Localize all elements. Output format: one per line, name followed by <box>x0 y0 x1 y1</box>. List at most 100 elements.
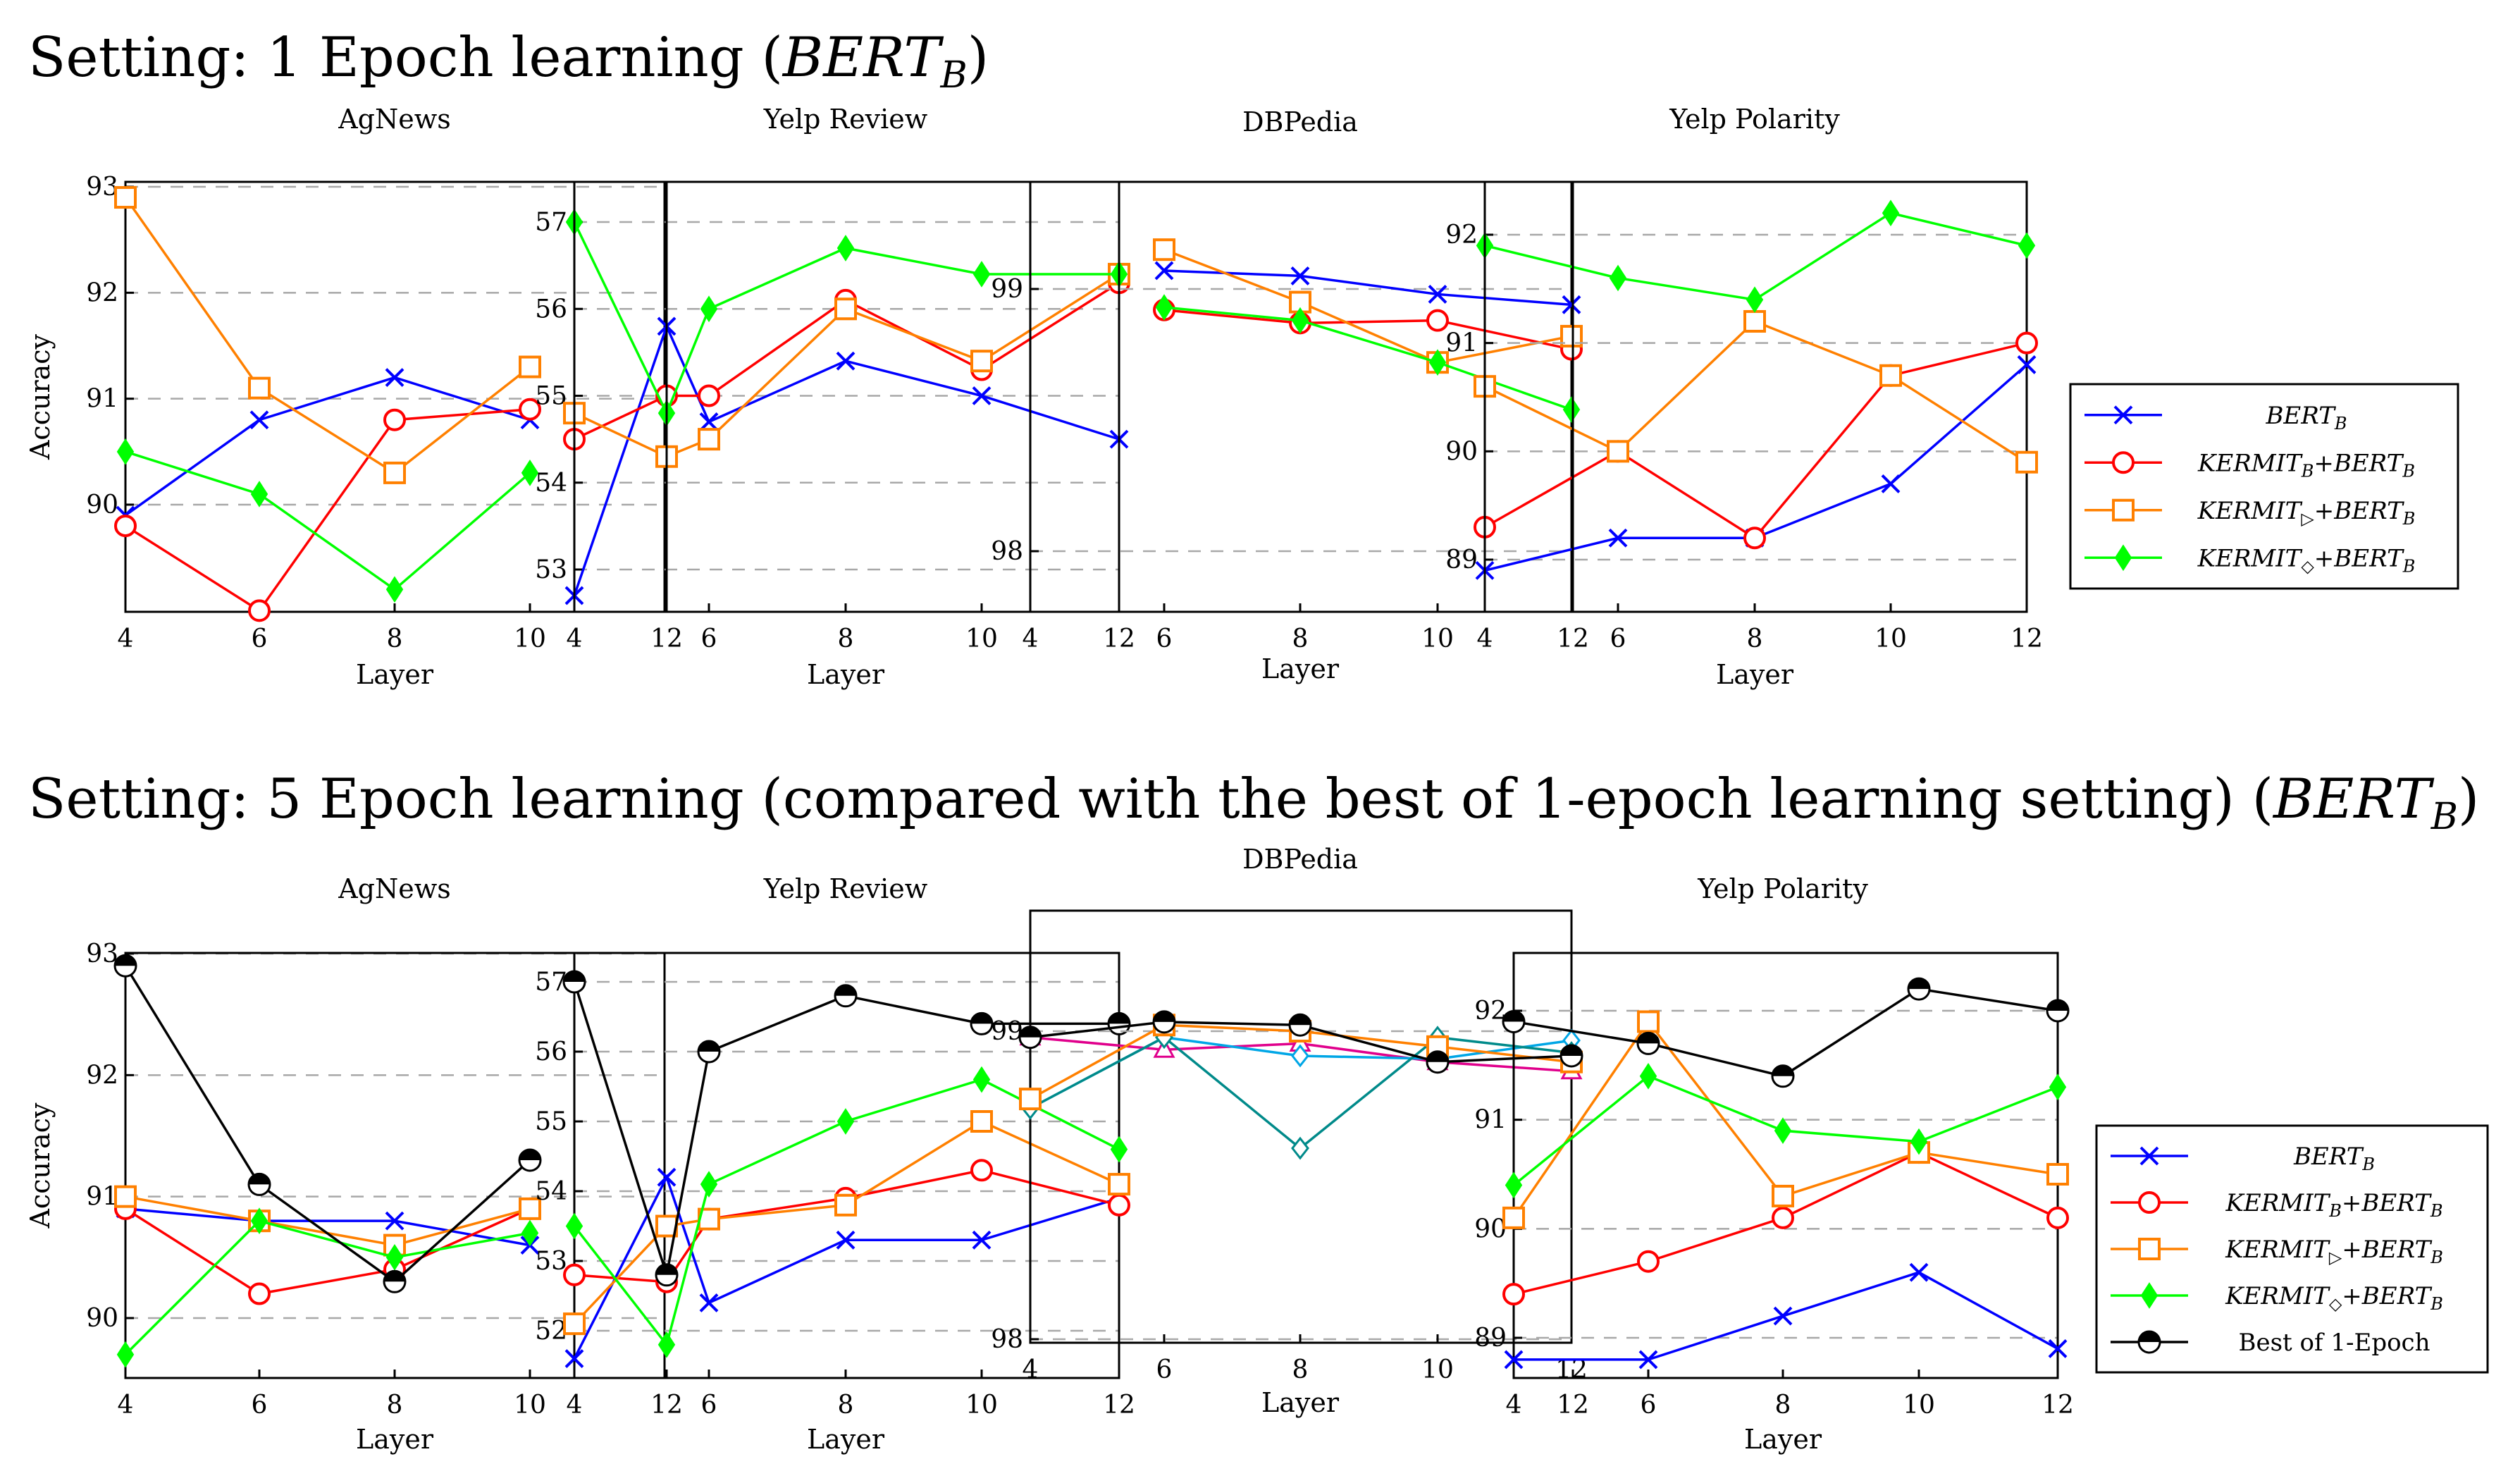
data-point-bert <box>657 1167 677 1187</box>
data-point-kermit <box>698 384 720 407</box>
panel-title: Yelp Review <box>763 104 928 135</box>
data-point-kermit <box>1743 527 1766 550</box>
legend-box <box>2069 383 2459 590</box>
data-point-bert <box>249 410 269 430</box>
data-point-kermit <box>2046 1206 2069 1229</box>
series-best <box>1502 977 2070 1088</box>
legend-entry-kermit_tri: KERMIT▷+BERTB <box>2111 1236 2443 1267</box>
xtick-label: 12 <box>650 1391 683 1420</box>
ytick-label: 99 <box>991 275 1023 304</box>
xtick-label: 4 <box>1477 624 1493 653</box>
xtick-label: 6 <box>701 1391 717 1420</box>
data-point-best <box>834 984 858 1008</box>
legend-label: KERMIT▷+BERTB <box>2225 1236 2443 1267</box>
data-point-kermit <box>970 1159 993 1182</box>
data-point-kermit <box>248 599 271 622</box>
data-point-kermit_tri <box>834 1193 857 1217</box>
data-point-kermit_tri <box>519 1197 541 1220</box>
data-point-kermit_tri <box>1743 309 1766 333</box>
legend-label: Best of 1-Epoch <box>2239 1329 2431 1357</box>
xtick-label: 4 <box>567 1391 583 1420</box>
ytick-label: 98 <box>991 537 1023 566</box>
ytick-label: 92 <box>1474 997 1507 1026</box>
ytick-label: 91 <box>1445 329 1478 358</box>
data-point-kermit_tri <box>2015 450 2038 474</box>
data-point-kermit_dia <box>1609 264 1627 292</box>
ytick-label: 90 <box>86 1304 118 1333</box>
xtick-label: 12 <box>2011 624 2043 653</box>
data-point-kermit_tri <box>383 461 406 484</box>
series-kermit_tri <box>1502 1010 2069 1229</box>
series-bert <box>1154 261 1581 314</box>
panel-title: DBPedia <box>1242 106 1358 137</box>
legend-marker <box>2112 498 2135 522</box>
setting-2: Setting: 5 Epoch learning (compared with… <box>25 768 2489 1455</box>
data-point-kermit_dia <box>1291 307 1309 334</box>
data-point-bert <box>1562 295 1581 314</box>
xtick-label: 6 <box>1156 624 1173 653</box>
series-line-kermit <box>574 281 1120 441</box>
series-line-bert <box>573 1174 1120 1360</box>
ytick-label: 56 <box>535 1038 567 1066</box>
ytick-label: 53 <box>535 1247 567 1276</box>
xtick-label: 8 <box>387 624 403 653</box>
data-point-bert <box>2048 1339 2068 1358</box>
x-axis-label: Layer <box>1744 1424 1822 1455</box>
data-point-kermit <box>1108 1193 1130 1217</box>
panel-yelp-review-1: 53 54 55 56 57 4 12 6 8 10 Yelp Review Layer <box>535 104 1130 690</box>
setting-2-title: Setting: 5 Epoch learning (compared with… <box>28 768 2479 838</box>
series-kermit_tri <box>1153 238 1583 374</box>
data-point-kermit_tri <box>114 186 137 209</box>
y-axis-label: Accuracy <box>25 1102 56 1229</box>
series-kermit_tri <box>114 186 541 484</box>
data-point-kermit_dia <box>1562 396 1581 423</box>
series-kermit_tri <box>1474 309 2038 474</box>
series-line-kermit_dia <box>1163 306 1572 411</box>
data-point-kermit_tri <box>834 297 857 321</box>
legend-label: KERMITB+BERTB <box>2225 1189 2442 1221</box>
data-point-bert <box>699 1293 719 1312</box>
panel-title: Yelp Polarity <box>1697 873 1868 904</box>
data-point-kermit_dia <box>1428 349 1447 376</box>
xtick-label: 4 <box>1023 1355 1039 1384</box>
data-point-bert <box>836 351 856 371</box>
data-point-kermit_tri <box>2046 1163 2069 1186</box>
xtick-label: 10 <box>514 624 546 653</box>
data-point-bert <box>385 1211 404 1231</box>
panel-dbpedia-1: 98 99 4 12 6 8 10 DBPedia Layer <box>991 106 1583 684</box>
series-line-kermit <box>1163 309 1572 351</box>
series-kermit <box>1502 1141 2069 1306</box>
data-point-bert <box>1638 1350 1658 1370</box>
legend-entry-kermit_dia: KERMIT◇+BERTB <box>2084 544 2415 576</box>
data-point-kermit_dia <box>1910 1128 1928 1155</box>
data-point-kermit_tri <box>114 1185 137 1208</box>
data-point-best <box>1559 1044 1583 1068</box>
legend-marker <box>2139 1146 2159 1166</box>
series-line-kermit_dia <box>124 1219 531 1355</box>
data-point-bert <box>1428 285 1447 304</box>
data-point-teal <box>1291 1136 1309 1160</box>
data-point-best <box>562 970 586 994</box>
data-point-kermit_tri <box>1153 238 1175 261</box>
data-point-kermit <box>114 515 137 538</box>
ytick-label: 90 <box>1445 437 1478 466</box>
legend-label: KERMIT◇+BERTB <box>2197 544 2416 576</box>
series-best <box>562 970 1131 1287</box>
legend-entry-kermit: KERMITB+BERTB <box>2111 1189 2443 1221</box>
xtick-label: 10 <box>965 624 998 653</box>
xtick-label: 4 <box>118 1391 134 1420</box>
legend-1: BERTB KERMITB+BERTB KERMIT▷+BERTB KERMIT◇+B… <box>2069 383 2459 590</box>
data-point-kermit_dia <box>250 1207 268 1234</box>
xtick-label: 4 <box>567 624 583 653</box>
legend-label: KERMITB+BERTB <box>2197 449 2415 481</box>
legend-marker <box>2137 1330 2161 1354</box>
series-line-bert <box>1163 269 1572 307</box>
data-point-bert <box>1881 474 1901 493</box>
series-bert <box>116 368 540 525</box>
data-point-best <box>697 1040 721 1064</box>
y-axis-label: Accuracy <box>25 333 56 460</box>
panel-frame <box>573 952 1120 1379</box>
x-axis-label: Layer <box>1261 653 1340 684</box>
data-point-best <box>1426 1050 1450 1074</box>
